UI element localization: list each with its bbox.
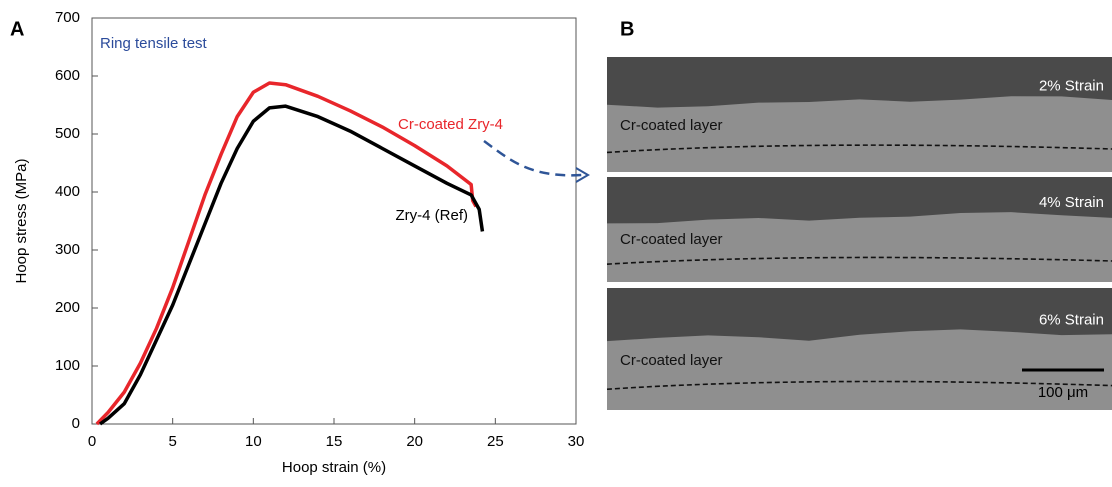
layer-label: Cr-coated layer [620, 117, 723, 134]
x-tick-label: 10 [245, 433, 262, 450]
x-axis-label: Hoop strain (%) [282, 459, 386, 476]
panel-label: B [620, 18, 634, 40]
y-tick-label: 500 [55, 125, 80, 142]
x-tick-label: 5 [168, 433, 176, 450]
y-tick-label: 100 [55, 357, 80, 374]
y-tick-label: 300 [55, 241, 80, 258]
y-tick-label: 400 [55, 183, 80, 200]
interface-line [606, 144, 1112, 154]
legend-label: Zry-4 (Ref) [396, 207, 469, 224]
layer-label: Cr-coated layer [620, 231, 723, 248]
y-tick-label: 600 [55, 67, 80, 84]
legend-label: Cr-coated Zry-4 [398, 116, 503, 133]
x-tick-label: 15 [326, 433, 343, 450]
y-tick-label: 700 [55, 9, 80, 26]
arrow [483, 139, 583, 177]
y-tick-label: 0 [72, 415, 80, 432]
micrographs: 2% Strain Cr-coated layer 4% Strain Cr-coat… [606, 57, 1112, 410]
chart-title: Ring tensile test [100, 35, 208, 52]
x-tick-label: 30 [568, 433, 585, 450]
data-line [95, 81, 478, 426]
strain-label: 6% Strain [1039, 311, 1104, 328]
scale-bar-label: 100 μm [1038, 384, 1088, 401]
interface-line [606, 256, 1112, 265]
data-line [99, 104, 485, 426]
plot-frame [91, 17, 577, 425]
substrate-dark [607, 57, 1112, 108]
substrate-dark [607, 177, 1112, 224]
x-tick-label: 25 [487, 433, 504, 450]
x-tick-label: 20 [406, 433, 423, 450]
y-tick-label: 200 [55, 299, 80, 316]
arrow-head [575, 167, 590, 183]
strain-label: 2% Strain [1039, 78, 1104, 95]
interface-line [606, 380, 1112, 391]
y-axis-label: Hoop stress (MPa) [13, 158, 30, 283]
panel-label: A [10, 18, 24, 40]
x-tick-label: 0 [88, 433, 96, 450]
layer-label: Cr-coated layer [620, 352, 723, 369]
substrate-dark [607, 288, 1112, 342]
strain-label: 4% Strain [1039, 194, 1104, 211]
